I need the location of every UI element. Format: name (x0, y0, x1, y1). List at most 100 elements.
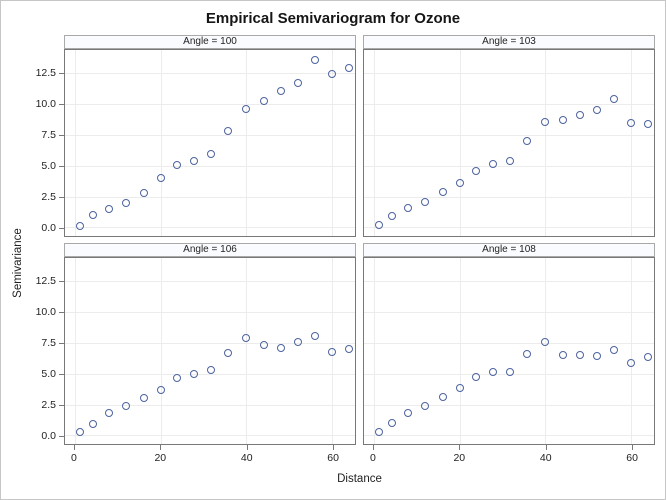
data-point-marker (121, 198, 130, 207)
y-tick-mark (59, 374, 64, 376)
plot-wall-angle-103 (363, 49, 655, 237)
x-tick-label: 60 (626, 452, 638, 464)
data-point-marker (139, 394, 148, 403)
data-point-marker (310, 332, 319, 341)
y-gridline (65, 73, 355, 75)
y-tick-label: 10.0 (35, 97, 56, 110)
data-point-marker (156, 385, 165, 394)
x-gridline (74, 50, 76, 236)
x-tick-label: 20 (453, 452, 466, 464)
data-point-marker (259, 340, 268, 349)
x-gridline (545, 258, 547, 444)
x-gridline (373, 50, 375, 236)
y-gridline (364, 435, 654, 437)
x-tick-mark (545, 445, 547, 450)
y-tick-mark (59, 103, 64, 105)
plot-wall-angle-108 (363, 257, 655, 445)
y-tick-mark (59, 405, 64, 407)
chart-title: Empirical Semivariogram for Ozone (205, 10, 461, 27)
data-point-marker (575, 351, 584, 360)
plot-wall-angle-106 (64, 257, 356, 445)
data-point-marker (420, 401, 429, 410)
y-gridline (65, 373, 355, 375)
data-point-marker (156, 174, 165, 183)
panel-header-angle-106: Angle = 106 (64, 243, 356, 257)
data-point-marker (387, 211, 396, 220)
y-tick-mark (59, 72, 64, 74)
x-gridline (74, 258, 76, 444)
x-tick-label: 20 (154, 452, 167, 464)
plot-wall-angle-100 (64, 49, 356, 237)
data-point-marker (224, 127, 233, 136)
data-point-marker (472, 373, 481, 382)
data-point-marker (523, 350, 532, 359)
x-tick-mark (333, 445, 335, 450)
y-tick-label: 0.0 (41, 222, 56, 235)
y-tick-label: 12.5 (35, 66, 56, 79)
data-point-marker (403, 409, 412, 418)
data-point-marker (643, 119, 652, 128)
data-point-marker (104, 409, 113, 418)
y-gridline (364, 281, 654, 283)
data-point-marker (643, 353, 652, 362)
x-tick-mark (73, 445, 75, 450)
data-point-marker (276, 343, 285, 352)
y-gridline (65, 435, 355, 437)
y-gridline (65, 281, 355, 283)
y-tick-label: 2.5 (41, 399, 56, 412)
y-tick-label: 2.5 (41, 191, 56, 204)
data-point-marker (76, 221, 84, 230)
data-point-marker (489, 367, 498, 376)
x-tick-mark (632, 445, 634, 450)
x-tick-label: 0 (370, 452, 376, 464)
data-point-marker (88, 211, 97, 220)
y-tick-label: 0.0 (41, 430, 56, 443)
data-point-marker (88, 419, 97, 428)
y-tick-label: 7.5 (41, 336, 56, 349)
y-tick-label: 5.0 (41, 368, 56, 381)
data-point-marker (207, 366, 216, 375)
y-tick-mark (59, 311, 64, 313)
data-point-marker (259, 97, 268, 106)
y-tick-mark (59, 197, 64, 199)
x-tick-mark (372, 445, 374, 450)
y-tick-mark (59, 436, 64, 438)
data-point-marker (592, 105, 601, 114)
x-gridline (459, 50, 461, 236)
data-point-marker (104, 204, 113, 213)
y-tick-label: 7.5 (41, 128, 56, 141)
y-tick-label: 12.5 (35, 274, 56, 287)
x-tick-label: 0 (71, 452, 77, 464)
x-tick-label: 60 (327, 452, 339, 464)
panel-header-angle-100: Angle = 100 (64, 35, 356, 49)
x-gridline (631, 50, 633, 236)
data-point-marker (375, 427, 383, 436)
y-tick-mark (59, 342, 64, 344)
data-point-marker (190, 156, 199, 165)
data-point-marker (387, 419, 396, 428)
data-point-marker (276, 87, 285, 96)
x-gridline (246, 258, 248, 444)
y-gridline (364, 165, 654, 167)
panel-header-angle-108: Angle = 108 (363, 243, 655, 257)
data-point-marker (472, 167, 481, 176)
data-point-marker (506, 367, 515, 376)
y-gridline (364, 73, 654, 75)
data-point-marker (609, 94, 618, 103)
x-gridline (160, 258, 162, 444)
x-gridline (631, 258, 633, 444)
data-point-marker (489, 159, 498, 168)
y-gridline (364, 104, 654, 106)
data-point-marker (242, 104, 251, 113)
data-point-marker (506, 157, 515, 166)
panel-header-angle-103: Angle = 103 (363, 35, 655, 49)
data-point-marker (592, 352, 601, 361)
x-tick-mark (160, 445, 162, 450)
data-point-marker (541, 338, 550, 346)
data-point-marker (438, 393, 447, 402)
x-axis-label: Distance (337, 473, 382, 485)
data-point-marker (310, 55, 319, 64)
data-point-marker (293, 337, 302, 346)
data-point-marker (455, 179, 464, 188)
